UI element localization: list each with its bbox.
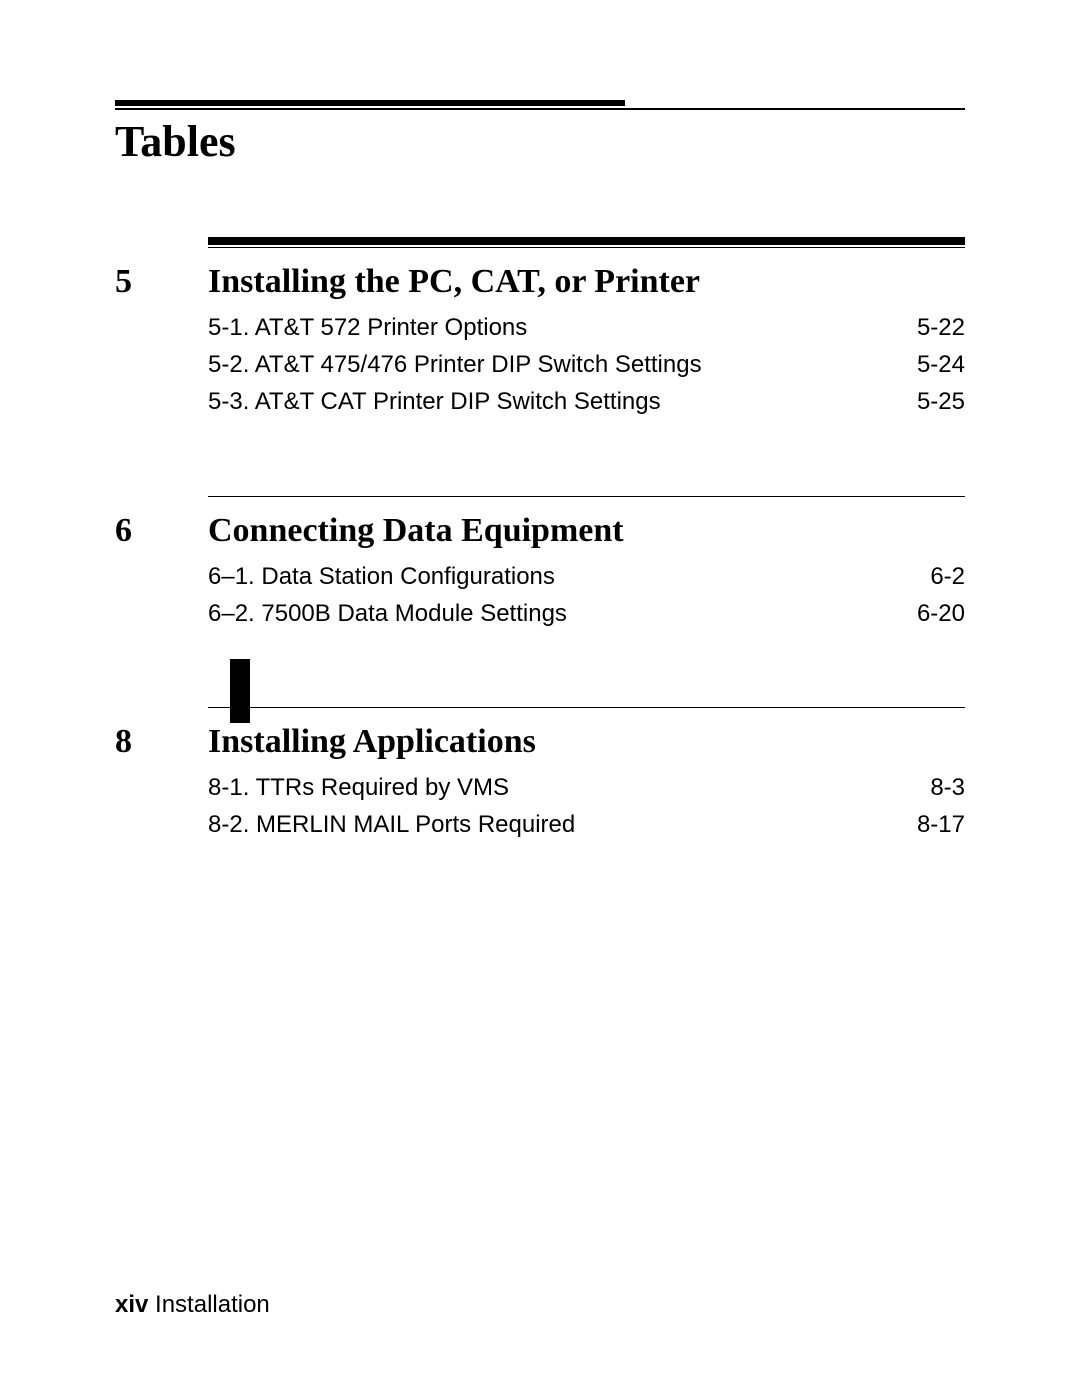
section-content: Installing the PC, CAT, or Printer 5-1. …: [208, 263, 965, 421]
section-divider-thin: [208, 247, 965, 248]
toc-item: 5-3. AT&T CAT Printer DIP Switch Setting…: [208, 383, 965, 420]
footer-text: Installation: [148, 1291, 269, 1318]
section-bar-icon: [230, 659, 250, 723]
section-row: 5 Installing the PC, CAT, or Printer 5-1…: [115, 263, 965, 421]
section-number: 6: [115, 512, 208, 550]
toc-item: 6–1. Data Station Configurations 6-2: [208, 558, 965, 595]
section-heading: Installing Applications: [208, 723, 965, 761]
top-thick-divider: [115, 100, 625, 106]
section-row: 8 Installing Applications 8-1. TTRs Requ…: [115, 723, 965, 843]
top-thin-divider: [115, 108, 965, 110]
section-5: 5 Installing the PC, CAT, or Printer 5-1…: [115, 237, 965, 486]
section-8: 8 Installing Applications 8-1. TTRs Requ…: [115, 707, 965, 843]
toc-label: 6–2. 7500B Data Module Settings: [208, 595, 885, 632]
toc-page: 8-17: [885, 806, 965, 843]
toc-item: 8-1. TTRs Required by VMS 8-3: [208, 769, 965, 806]
section-number: 5: [115, 263, 208, 301]
toc-page: 6-2: [885, 558, 965, 595]
toc-item: 5-2. AT&T 475/476 Printer DIP Switch Set…: [208, 346, 965, 383]
footer-page-number: xiv: [115, 1291, 148, 1318]
toc-page: 6-20: [885, 595, 965, 632]
section-heading: Installing the PC, CAT, or Printer: [208, 263, 965, 301]
toc-item: 8-2. MERLIN MAIL Ports Required 8-17: [208, 806, 965, 843]
toc-label: 6–1. Data Station Configurations: [208, 558, 885, 595]
toc-label: 5-2. AT&T 475/476 Printer DIP Switch Set…: [208, 346, 885, 383]
toc-label: 5-1. AT&T 572 Printer Options: [208, 309, 885, 346]
section-divider-thin: [208, 496, 965, 497]
section-row: 6 Connecting Data Equipment 6–1. Data St…: [115, 512, 965, 632]
toc-item: 6–2. 7500B Data Module Settings 6-20: [208, 595, 965, 632]
section-divider-thin: [208, 707, 965, 708]
toc-page: 5-25: [885, 383, 965, 420]
section-content: Installing Applications 8-1. TTRs Requir…: [208, 723, 965, 843]
section-content: Connecting Data Equipment 6–1. Data Stat…: [208, 512, 965, 632]
toc-label: 8-2. MERLIN MAIL Ports Required: [208, 806, 885, 843]
toc-page: 5-22: [885, 309, 965, 346]
toc-item: 5-1. AT&T 572 Printer Options 5-22: [208, 309, 965, 346]
toc-label: 5-3. AT&T CAT Printer DIP Switch Setting…: [208, 383, 885, 420]
footer: xiv Installation: [115, 1291, 270, 1319]
toc-page: 5-24: [885, 346, 965, 383]
section-heading: Connecting Data Equipment: [208, 512, 965, 550]
section-number: 8: [115, 723, 208, 761]
section-divider-thick: [208, 237, 965, 245]
toc-label: 8-1. TTRs Required by VMS: [208, 769, 885, 806]
toc-page: 8-3: [885, 769, 965, 806]
spacer: [115, 421, 965, 486]
page-title: Tables: [115, 116, 965, 167]
